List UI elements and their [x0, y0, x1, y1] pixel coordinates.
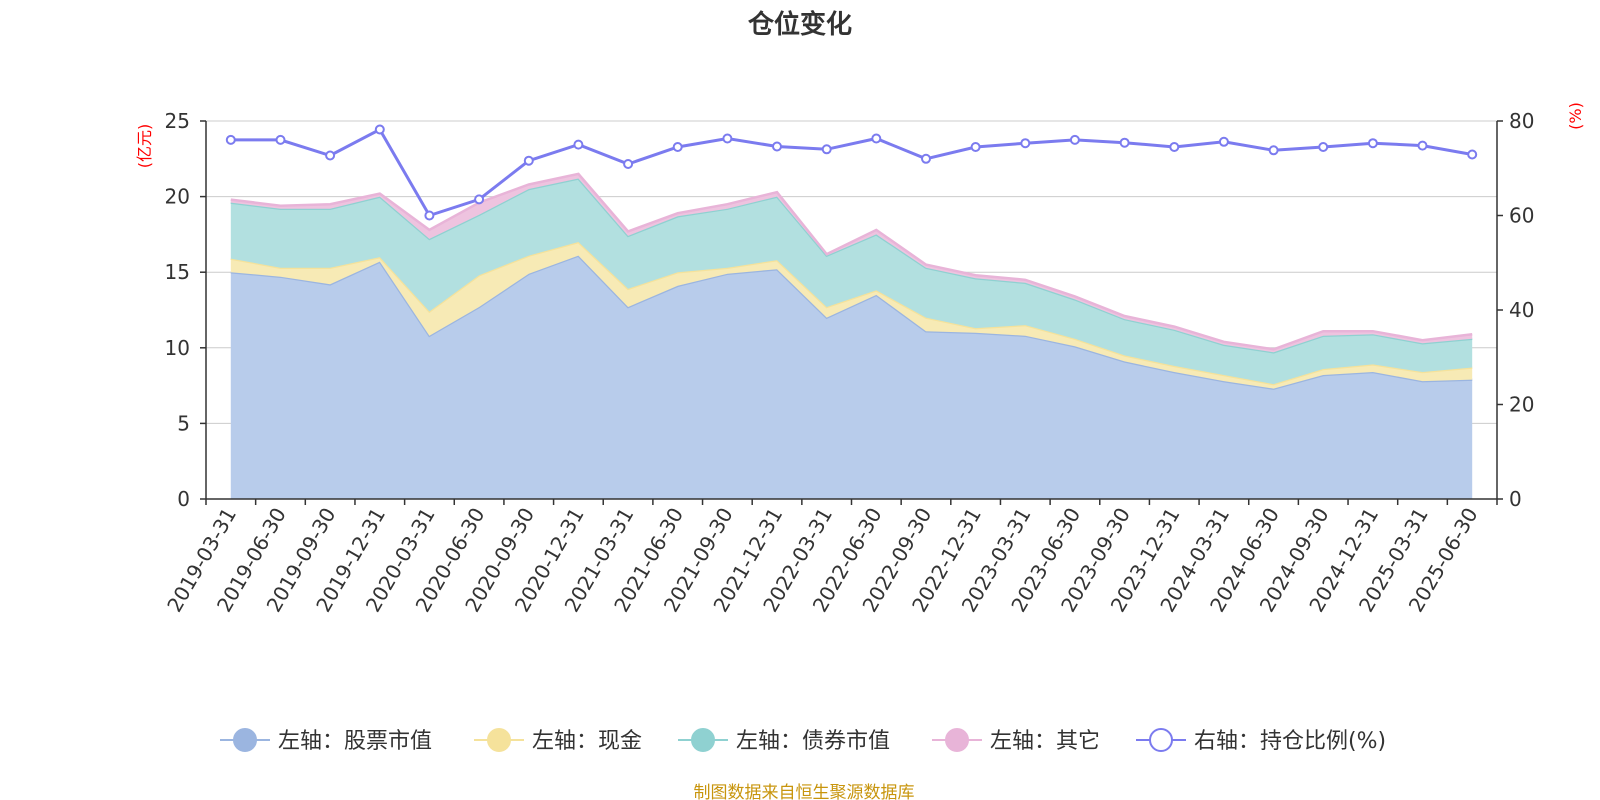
- line-point: [722, 133, 733, 144]
- line-point: [325, 150, 336, 161]
- line-point: [1268, 145, 1279, 156]
- legend-label: 右轴：持仓比例(%): [1194, 729, 1386, 754]
- left-tick-labels: 0 5 10 15 20 25: [165, 109, 206, 511]
- line-point: [970, 142, 981, 152]
- right-tick-label: 20: [1509, 393, 1534, 417]
- line-point: [225, 134, 236, 145]
- line-point: [772, 141, 782, 152]
- line-point: [1367, 138, 1378, 149]
- legend-marker: [691, 728, 715, 752]
- line-point: [424, 210, 435, 221]
- legend: 左轴：股票市值 左轴：现金 左轴：债券市值 左轴：其它 右轴：持仓比例(%): [220, 728, 1386, 754]
- right-tick-label: 80: [1509, 109, 1534, 133]
- left-tick-label: 10: [165, 336, 190, 360]
- legend-marker: [945, 728, 969, 752]
- legend-label: 左轴：债券市值: [736, 729, 890, 754]
- line-point: [1318, 142, 1329, 152]
- left-tick-label: 5: [177, 411, 190, 435]
- legend-label: 左轴：现金: [532, 729, 642, 754]
- line-point: [1218, 136, 1229, 147]
- legend-marker: [1149, 728, 1173, 752]
- area-edge-左轴：其它: [230, 172, 1473, 351]
- line-point: [1169, 142, 1180, 152]
- line-point: [1417, 140, 1428, 151]
- x-tick-labels: 2019-03-312019-06-302019-09-302019-12-31…: [162, 499, 1498, 616]
- legend-label: 左轴：股票市值: [278, 729, 432, 754]
- line-point: [374, 124, 385, 135]
- right-tick-label: 40: [1509, 298, 1534, 322]
- area-layers: [230, 172, 1473, 499]
- legend-marker: [233, 728, 257, 752]
- area-左轴：其它: [230, 173, 1473, 353]
- line-point: [821, 144, 832, 155]
- left-axis-unit: (亿元): [135, 124, 154, 169]
- line-point: [275, 134, 286, 145]
- line-position-ratio: [230, 127, 1473, 218]
- line-point: [523, 155, 534, 166]
- line-point: [1020, 138, 1031, 149]
- left-tick-label: 25: [165, 109, 190, 133]
- right-tick-label: 60: [1509, 204, 1534, 228]
- left-tick-label: 20: [165, 185, 190, 209]
- line-point: [1119, 137, 1130, 148]
- right-axis-unit: (%): [1566, 102, 1585, 130]
- line-point: [921, 153, 931, 164]
- line-point: [623, 159, 634, 169]
- right-tick-labels: 0 20 40 60 80: [1497, 109, 1534, 511]
- right-tick-label: 0: [1509, 487, 1522, 511]
- line-point: [573, 139, 584, 150]
- legend-label: 左轴：其它: [990, 729, 1100, 754]
- left-tick-label: 0: [177, 487, 190, 511]
- line-point: [1069, 134, 1080, 145]
- chart-title: 仓位变化: [747, 9, 852, 40]
- area-左轴：债券市值: [230, 178, 1473, 385]
- left-tick-label: 15: [165, 260, 190, 284]
- line-point: [871, 133, 882, 144]
- line-point: [1467, 149, 1478, 160]
- legend-marker: [487, 728, 511, 752]
- line-point: [672, 142, 683, 152]
- line-point: [474, 194, 485, 205]
- line-series: [225, 124, 1478, 221]
- area-左轴：股票市值: [230, 255, 1473, 499]
- source-note: 制图数据来自恒生聚源数据库: [694, 783, 915, 800]
